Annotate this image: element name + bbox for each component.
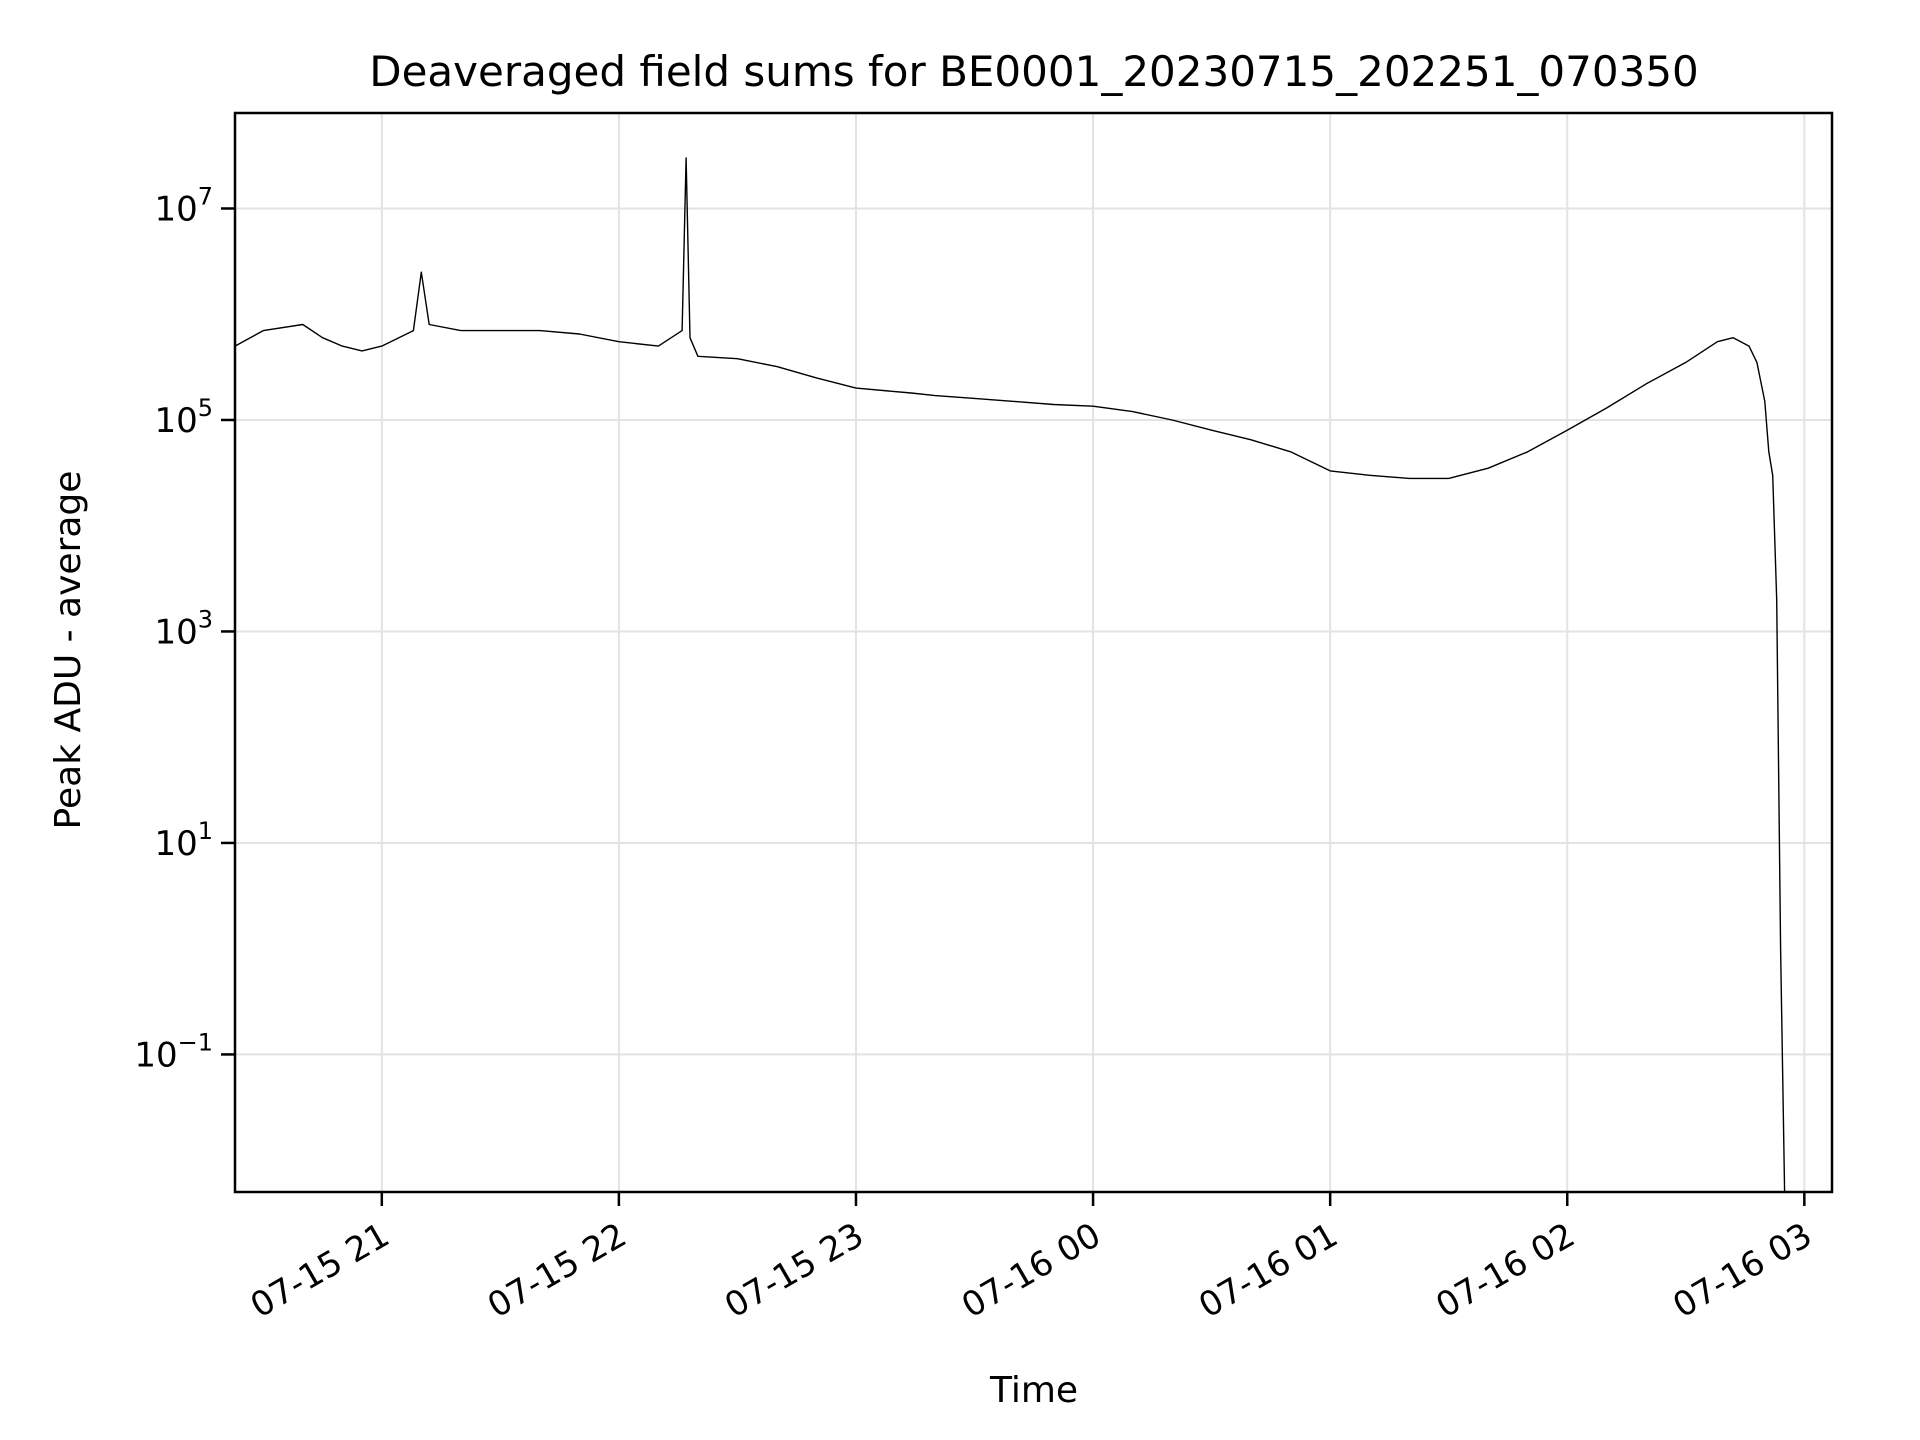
x-tick-label: 07-16 02 [1429,1215,1581,1326]
x-tick-label: 07-16 01 [1192,1215,1344,1326]
x-tick-label: 07-16 00 [955,1215,1107,1326]
series-line [234,157,1786,1193]
chart-title: Deaveraged field sums for BE0001_2023071… [369,47,1699,96]
y-tick-label: 101 [154,817,213,864]
x-axis: 07-15 21 07-15 22 07-15 23 07-16 00 07-16 01… [244,1192,1819,1326]
y-axis-label: Peak ADU - average [48,471,89,830]
y-tick-label: 105 [154,394,213,441]
x-tick-label: 07-15 21 [244,1215,396,1326]
x-tick-label: 07-16 03 [1666,1215,1818,1326]
x-tick-label: 07-15 23 [718,1215,870,1326]
plot-area [233,111,1834,1194]
x-tick-label: 07-15 22 [481,1215,633,1326]
grid-lines [235,113,1832,1192]
x-axis-label: Time [989,1370,1078,1411]
y-tick-label: 107 [154,182,213,229]
y-axis: 10−1 101 103 105 107 [134,182,235,1075]
y-tick-label: 10−1 [134,1028,213,1075]
y-tick-label: 103 [154,605,213,652]
